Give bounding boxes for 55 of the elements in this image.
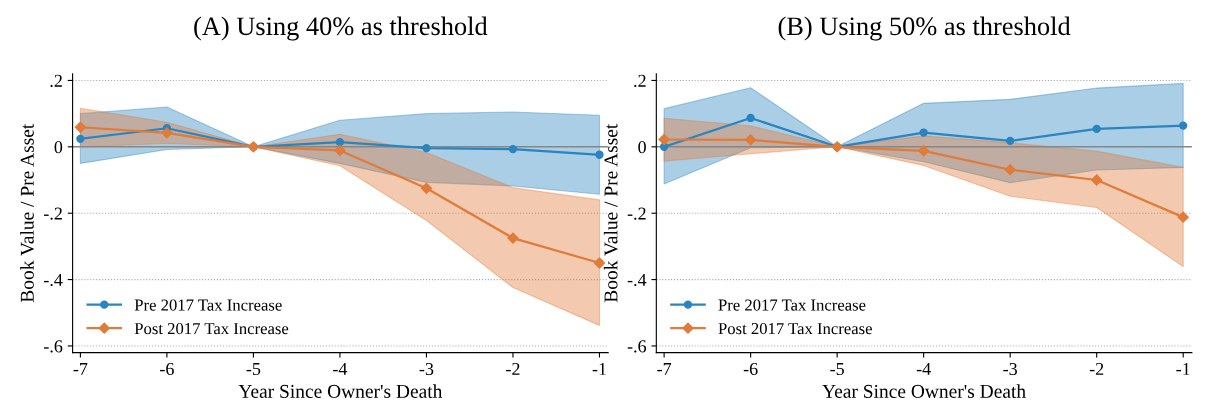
- point: [422, 143, 431, 153]
- x-tick-label: -6: [160, 362, 174, 376]
- y-tick-label: .2: [634, 74, 646, 87]
- x-axis-title: Year Since Owner's Death: [822, 384, 1026, 398]
- y-tick-label: -.4: [627, 273, 647, 287]
- y-tick-label: 0: [638, 141, 646, 154]
- point: [595, 150, 604, 159]
- point: [1179, 121, 1188, 130]
- legend-label: Post 2017 Tax Increase: [134, 322, 289, 335]
- x-tick-label: -4: [333, 362, 348, 375]
- point: [161, 127, 173, 139]
- x-tick-label: -4: [916, 362, 931, 375]
- y-tick-label: .2: [50, 74, 62, 87]
- point: [76, 134, 85, 144]
- y-tick-label: -.4: [44, 273, 63, 287]
- point: [1177, 211, 1189, 223]
- point: [745, 134, 757, 146]
- point: [1092, 124, 1101, 134]
- point: [334, 144, 346, 157]
- x-axis-title: Year Since Owner's Death: [238, 384, 443, 398]
- x-tick-label: -1: [1176, 362, 1190, 375]
- x-tick-label: -3: [419, 362, 434, 376]
- legend-label: Post 2017 Tax Increase: [718, 322, 872, 335]
- x-tick-label: -3: [1003, 362, 1017, 376]
- x-tick-label: -6: [743, 362, 758, 376]
- point: [335, 138, 345, 147]
- chart-title: (A) Using 40% as threshold: [194, 16, 488, 41]
- legend-label: Pre 2017 Tax Increase: [718, 299, 866, 311]
- x-tick-label: -5: [246, 363, 261, 376]
- x-tick-label: -7: [657, 363, 672, 375]
- point: [420, 182, 433, 194]
- x-tick-label: -1: [592, 362, 606, 375]
- x-tick-label: -2: [506, 362, 520, 375]
- legend-label: Pre 2017 Tax Increase: [134, 299, 282, 311]
- point: [746, 113, 755, 123]
- point: [919, 128, 928, 137]
- point: [74, 121, 86, 133]
- point: [918, 145, 930, 157]
- point: [508, 144, 518, 154]
- y-tick-label: -.6: [44, 340, 63, 353]
- y-axis-title: Book Value / Pre Asset: [20, 123, 34, 303]
- y-tick-label: -.2: [627, 207, 646, 220]
- point: [1006, 136, 1015, 146]
- point: [507, 232, 519, 244]
- y-axis-title: Book Value / Pre Asset: [603, 123, 618, 303]
- y-tick-label: -.6: [627, 340, 647, 353]
- point: [1091, 174, 1103, 186]
- y-tick-label: 0: [54, 141, 63, 154]
- x-tick-label: -5: [830, 363, 844, 376]
- x-tick-label: -7: [73, 363, 88, 375]
- point: [1004, 164, 1016, 176]
- y-tick-label: -.2: [44, 207, 62, 220]
- point: [658, 133, 670, 146]
- x-tick-label: -2: [1089, 362, 1104, 375]
- chart-title: (B) Using 50% as threshold: [778, 16, 1071, 41]
